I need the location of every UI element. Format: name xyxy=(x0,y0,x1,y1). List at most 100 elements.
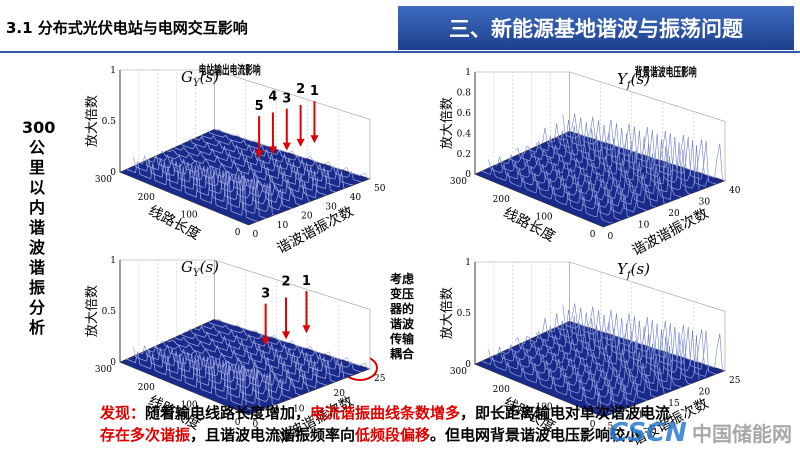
marker-label: 3 xyxy=(261,287,270,302)
ridge-shade xyxy=(146,344,284,401)
y-tick-label: 1 xyxy=(465,68,471,78)
ridge-shade xyxy=(542,317,691,385)
ridge-shade xyxy=(194,136,345,189)
y-tick-label: 0 xyxy=(110,358,116,368)
function-subscript: f xyxy=(626,270,633,281)
ridge-shade xyxy=(542,127,691,195)
z-tick-label: 20 xyxy=(668,209,680,219)
y-tick-label: 1 xyxy=(465,258,471,268)
y-axis-label: 放大倍数 xyxy=(440,287,455,339)
ridge-shade xyxy=(501,154,639,213)
ridge-shade xyxy=(555,309,708,377)
x-tick-label: 0 xyxy=(590,420,596,430)
z-tick-label: 30 xyxy=(325,202,337,212)
z-tick-label: 10 xyxy=(293,405,305,415)
ridge-shade xyxy=(549,313,700,380)
ridge-shade xyxy=(173,147,319,198)
y-tick-label: 0.4 xyxy=(457,129,472,139)
side-label: 300公里以内谐波谐振分析 xyxy=(22,118,56,337)
section-title: 3.1 分布式光伏电站与电网交互影响 xyxy=(6,19,248,37)
function-label: GY(s) xyxy=(181,68,219,89)
y-tick-label: 0.8 xyxy=(457,88,472,98)
z-tick-label: 20 xyxy=(334,389,346,399)
z-tick-label: 0 xyxy=(253,230,259,240)
ridge-shade xyxy=(133,347,266,409)
function-arg: (s) xyxy=(200,68,220,86)
ridge-shade xyxy=(173,337,319,388)
ridge-shade xyxy=(515,337,656,398)
z-tick-label: 0 xyxy=(608,232,614,242)
y-tick-label: 0.5 xyxy=(102,307,117,317)
marker-label: 1 xyxy=(310,84,319,99)
x-axis-label: 线路长度 xyxy=(501,205,558,245)
marker-arrowhead xyxy=(310,135,319,144)
x-axis-label: 线路长度 xyxy=(146,203,203,243)
y-tick-label: 1 xyxy=(110,66,116,76)
z-tick-label: 5 xyxy=(608,422,614,432)
transformer-note: 考虑变压器的谐波传输耦合 xyxy=(389,272,414,361)
ridge-shade xyxy=(160,150,301,206)
footer-run: 低频段偏移 xyxy=(355,426,431,444)
x-tick-label: 200 xyxy=(138,193,155,203)
x-tick-label: 200 xyxy=(493,195,510,205)
function-symbol: G xyxy=(181,258,193,276)
ridge-shade xyxy=(167,149,310,202)
marker-arrowhead xyxy=(302,325,311,334)
z-tick-label: 40 xyxy=(350,193,362,203)
function-arg: (s) xyxy=(631,70,651,88)
ridge-shade xyxy=(194,326,345,379)
z-tick-label: 10 xyxy=(277,221,289,231)
footer-run: 发现： xyxy=(100,404,146,422)
ridge-shade xyxy=(495,346,630,408)
marker-arrowhead xyxy=(282,331,291,340)
function-label: Yf(s) xyxy=(617,70,650,91)
marker-label: 2 xyxy=(282,274,291,289)
footer-run: 。但电网背景谐波电压影响较小 xyxy=(430,426,641,444)
function-arg: (s) xyxy=(631,260,651,278)
watermark-site: 中国储能网 xyxy=(692,422,792,446)
footer-run: 随着输电线路长度增加， xyxy=(145,404,311,422)
x-tick-label: 300 xyxy=(95,365,112,375)
y-tick-label: 0.5 xyxy=(457,309,472,319)
marker-arrowhead xyxy=(296,138,305,147)
ridge-shade xyxy=(569,113,726,181)
ridge-shade xyxy=(522,146,665,204)
x-tick-label: 0 xyxy=(235,228,241,238)
banner-title: 三、新能源基地谐波与振荡问题 xyxy=(449,17,744,41)
z-tick-label: 40 xyxy=(729,186,741,196)
x-tick-label: 100 xyxy=(180,400,197,410)
x-tick-label: 100 xyxy=(535,212,552,222)
marker-label: 2 xyxy=(296,82,305,97)
y-tick-label: 0 xyxy=(465,170,471,180)
x-tick-label: 200 xyxy=(493,385,510,395)
x-tick-label: 300 xyxy=(450,367,467,377)
function-label: Yf(s) xyxy=(617,260,650,281)
function-subscript: Y xyxy=(193,78,201,89)
ridge-shade xyxy=(180,333,327,386)
function-label: GY(s) xyxy=(181,258,219,279)
z-tick-label: 0 xyxy=(253,420,259,430)
ridge-shade xyxy=(126,351,258,412)
footer-line: 存在多次谐振，且谐波电流谐振频率向低频段偏移。但电网背景谐波电压影响较小 xyxy=(100,424,670,446)
footer-run: 电流谐振曲线条数增多 xyxy=(310,404,461,422)
ridge-shade xyxy=(501,344,639,403)
y-axis-label: 放大倍数 xyxy=(85,285,100,337)
x-tick-label: 300 xyxy=(95,175,112,185)
ridge-shade xyxy=(481,166,613,223)
z-tick-label: 50 xyxy=(374,184,386,194)
marker-label: 4 xyxy=(268,89,277,104)
x-tick-label: 0 xyxy=(590,230,596,240)
x-tick-label: 300 xyxy=(450,177,467,187)
plot-note-text: 背景谐波电压影响 xyxy=(635,64,697,79)
y-tick-label: 0.5 xyxy=(102,117,117,127)
function-subscript: f xyxy=(626,80,633,91)
marker-arrowhead xyxy=(261,337,270,346)
ridge-shade xyxy=(569,303,726,371)
marker-label: 1 xyxy=(302,274,311,289)
y-tick-label: 0.6 xyxy=(457,109,472,119)
ridge-shade xyxy=(549,123,700,190)
function-symbol: Y xyxy=(617,70,629,88)
x-tick-label: 100 xyxy=(180,210,197,220)
